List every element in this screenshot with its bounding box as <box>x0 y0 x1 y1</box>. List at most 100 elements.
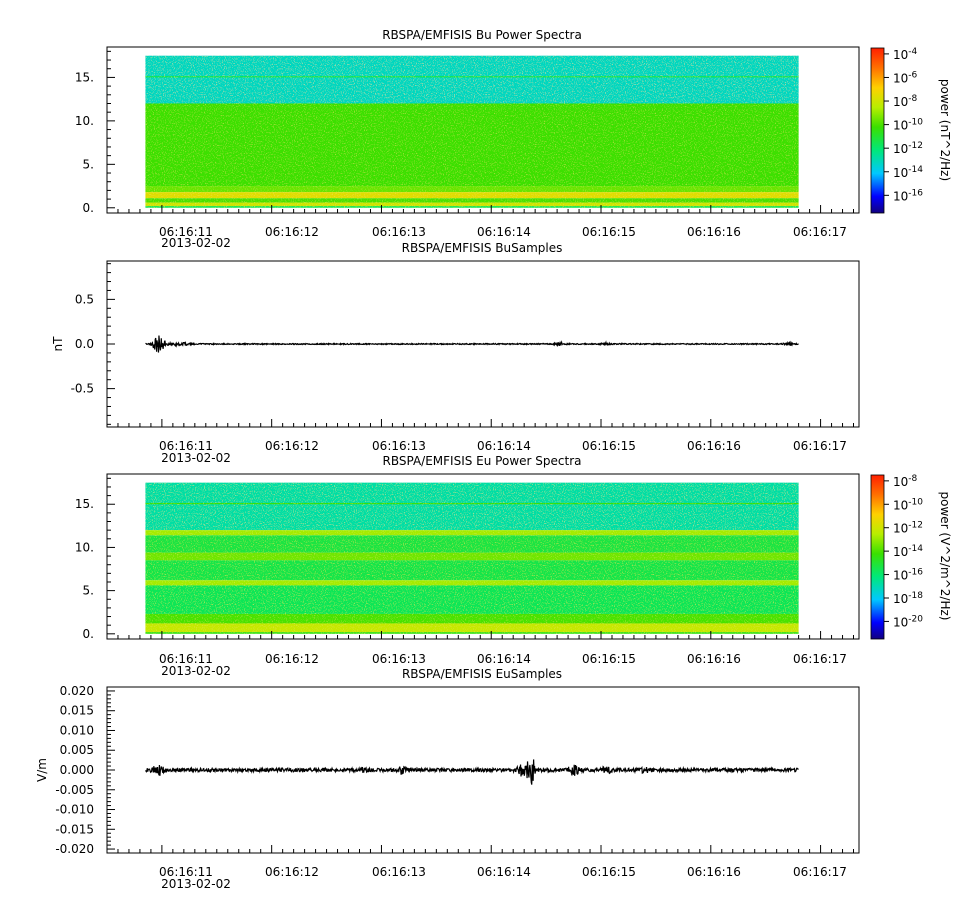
x-tick-label: 06:16:12 <box>265 865 319 879</box>
y-tick-label: 15. <box>75 70 94 84</box>
waveform <box>145 759 799 785</box>
svg-text:10-16: 10-16 <box>893 568 923 583</box>
y-tick-label: 0.015 <box>60 704 94 718</box>
spectral-band <box>145 560 799 581</box>
y-tick-label: 0.020 <box>60 684 94 698</box>
y-tick-label: 0. <box>83 627 94 641</box>
y-tick-label: -0.005 <box>55 783 94 797</box>
x-tick-label: 06:16:16 <box>687 865 741 879</box>
colorbar-tick: 10-16 <box>884 568 923 583</box>
waveform-trace <box>145 759 799 785</box>
svg-text:10-10: 10-10 <box>893 497 923 512</box>
colorbar-tick: 10-14 <box>884 165 923 180</box>
x-date-label: 2013-02-02 <box>161 451 231 465</box>
colorbar-ticks: 10-8 10-10 10-12 10-14 10-16 10-18 10-20 <box>884 474 923 629</box>
x-tick-label: 06:16:17 <box>793 652 847 666</box>
x-axis: 06:16:11 06:16:12 06:16:13 06:16:14 06:1… <box>106 631 855 678</box>
bu-power-spectra-panel: RBSPA/EMFISIS Bu Power Spectra 0. 5. 10.… <box>75 28 952 250</box>
y-tick-label: 5. <box>83 157 94 171</box>
x-tick-label: 06:16:11 <box>159 865 213 879</box>
spectral-band <box>145 202 799 207</box>
colorbar-tick: 10-10 <box>884 118 923 133</box>
spectral-band <box>145 186 799 193</box>
y-axis: 0. 5. 10. 15. <box>75 477 115 641</box>
bu-samples-panel: RBSPA/EMFISIS BuSamples nT 0.5 0.0 -0.5 … <box>51 241 860 465</box>
y-axis-label: V/m <box>35 758 49 782</box>
svg-text:10-4: 10-4 <box>893 47 918 62</box>
spectral-band <box>145 585 799 614</box>
x-tick-label: 06:16:13 <box>372 439 426 453</box>
y-tick-label: 0.000 <box>60 763 94 777</box>
y-tick-label: 0.010 <box>60 723 94 737</box>
colorbar-label: power (V^2/m^2/Hz) <box>938 492 952 621</box>
x-tick-label: 06:16:13 <box>372 652 426 666</box>
x-tick-label: 06:16:16 <box>687 652 741 666</box>
colorbar-scale <box>870 474 885 640</box>
y-tick-label: 0. <box>83 201 94 215</box>
waveform-trace <box>145 335 799 353</box>
x-tick-label: 06:16:16 <box>687 225 741 239</box>
x-tick-label: 06:16:11 <box>159 225 213 239</box>
x-axis: 06:16:11 06:16:12 06:16:13 06:16:14 06:1… <box>106 419 855 465</box>
y-tick-label: 5. <box>83 584 94 598</box>
panel-title: RBSPA/EMFISIS BuSamples <box>402 241 563 255</box>
spectrogram <box>145 55 799 208</box>
y-tick-label: 10. <box>75 114 94 128</box>
x-tick-label: 06:16:15 <box>582 652 636 666</box>
spectral-band <box>145 632 799 634</box>
y-tick-label: -0.015 <box>55 822 94 836</box>
spectral-band <box>145 76 799 78</box>
svg-text:10-12: 10-12 <box>893 141 923 156</box>
x-tick-label: 06:16:12 <box>265 439 319 453</box>
svg-text:10-18: 10-18 <box>893 591 923 606</box>
colorbar-ticks: 10-4 10-6 10-8 10-10 10-12 10-14 10-16 <box>884 47 923 203</box>
x-tick-label: 06:16:14 <box>477 865 531 879</box>
y-tick-label: 15. <box>75 497 94 511</box>
x-axis: 06:16:11 06:16:12 06:16:13 06:16:14 06:1… <box>106 845 855 891</box>
y-tick-label: -0.010 <box>55 803 94 817</box>
svg-text:10-16: 10-16 <box>893 188 923 203</box>
colorbar-tick: 10-10 <box>884 497 923 512</box>
colorbar: 10-8 10-10 10-12 10-14 10-16 10-18 10-20… <box>870 474 952 640</box>
x-tick-label: 06:16:13 <box>372 225 426 239</box>
x-tick-label: 06:16:16 <box>687 439 741 453</box>
svg-text:10-12: 10-12 <box>893 521 923 536</box>
panel-title: RBSPA/EMFISIS Bu Power Spectra <box>382 28 582 42</box>
x-tick-label: 06:16:13 <box>372 865 426 879</box>
spectral-band <box>145 530 799 536</box>
y-axis: 0.020 0.015 0.010 0.005 0.000 -0.005 -0.… <box>55 684 115 856</box>
y-tick-label: 0.005 <box>60 743 94 757</box>
spectral-band <box>145 613 799 624</box>
eu-samples-panel: RBSPA/EMFISIS EuSamples V/m 0.020 0.015 … <box>35 667 860 891</box>
y-axis: 0. 5. 10. 15. <box>75 50 115 215</box>
colorbar-tick: 10-20 <box>884 614 923 629</box>
svg-text:10-14: 10-14 <box>893 544 923 559</box>
colorbar-tick: 10-12 <box>884 521 923 536</box>
y-tick-label: -0.020 <box>55 842 94 856</box>
y-axis: 0.5 0.0 -0.5 <box>71 263 115 425</box>
x-tick-label: 06:16:17 <box>793 865 847 879</box>
colorbar-tick: 10-16 <box>884 188 923 203</box>
spectrogram <box>145 482 799 634</box>
colorbar-tick: 10-6 <box>884 70 918 85</box>
spectral-band <box>145 502 799 505</box>
svg-text:10-8: 10-8 <box>893 94 918 109</box>
spectral-band <box>145 580 799 586</box>
svg-text:10-10: 10-10 <box>893 118 923 133</box>
spectral-band <box>145 552 799 561</box>
x-tick-label: 06:16:12 <box>265 652 319 666</box>
x-tick-label: 06:16:11 <box>159 439 213 453</box>
spectral-band <box>145 623 799 633</box>
x-tick-label: 06:16:14 <box>477 652 531 666</box>
spectral-band <box>145 198 799 203</box>
eu-power-spectra-panel: RBSPA/EMFISIS Eu Power Spectra 0. 5. 10.… <box>75 454 952 678</box>
svg-text:10-14: 10-14 <box>893 165 923 180</box>
x-tick-label: 06:16:14 <box>477 225 531 239</box>
spectral-band <box>145 55 799 104</box>
panel-title: RBSPA/EMFISIS Eu Power Spectra <box>383 454 582 468</box>
x-axis: 06:16:11 06:16:12 06:16:13 06:16:14 06:1… <box>106 205 855 250</box>
x-tick-label: 06:16:15 <box>582 225 636 239</box>
svg-text:10-8: 10-8 <box>893 474 918 489</box>
x-tick-label: 06:16:15 <box>582 439 636 453</box>
